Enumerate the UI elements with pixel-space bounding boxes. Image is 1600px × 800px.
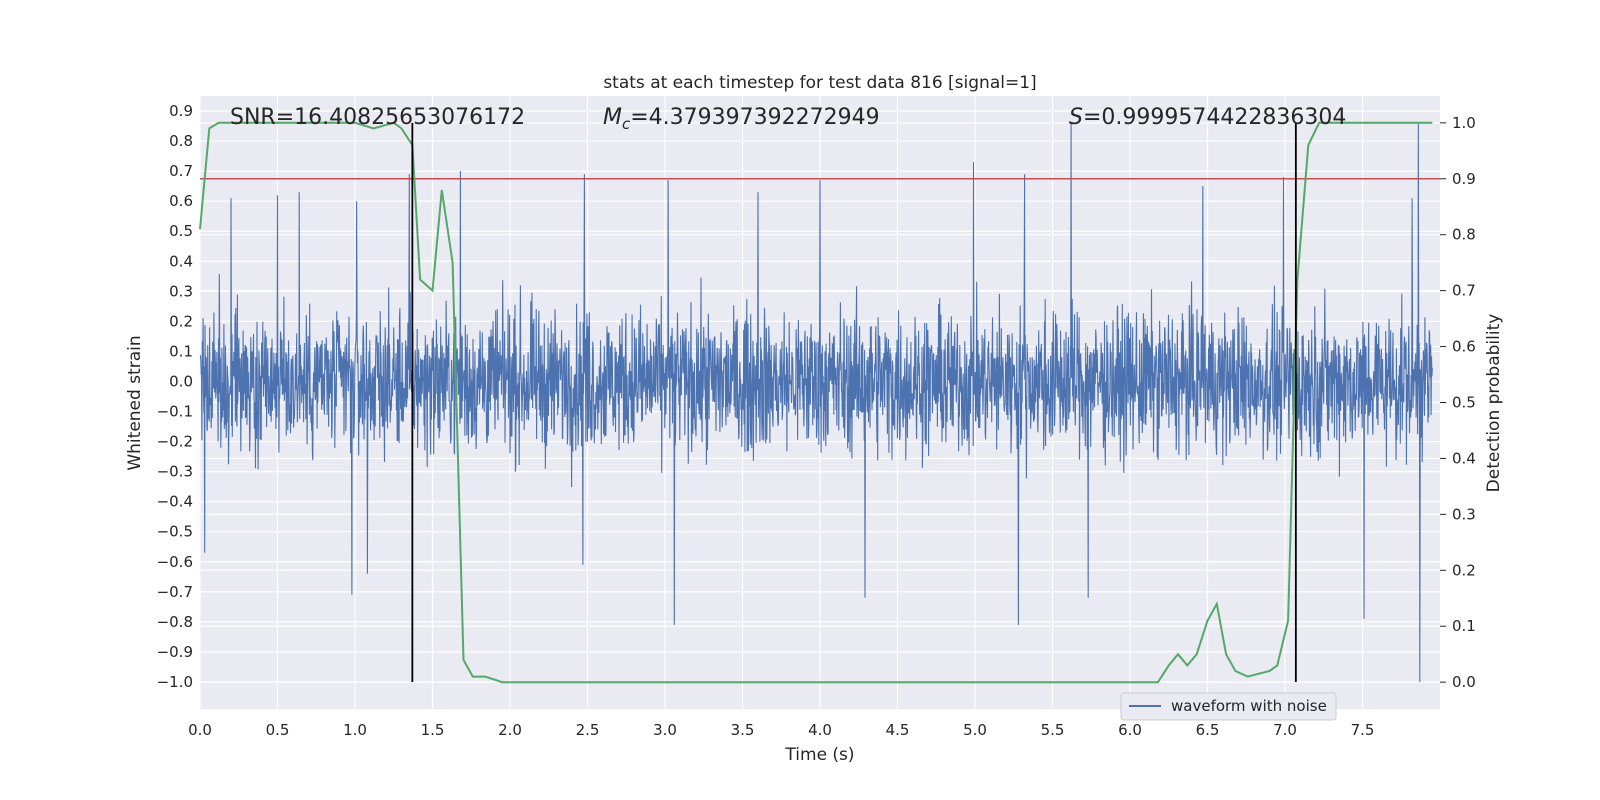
y-tick-label: 0.9 bbox=[169, 102, 193, 120]
x-tick-label: 5.5 bbox=[1041, 721, 1065, 739]
y-tick-label: −1.0 bbox=[157, 673, 193, 691]
x-tick-label: 1.5 bbox=[421, 721, 445, 739]
y-tick-label: 0.2 bbox=[169, 312, 193, 330]
y-tick-label: 0.8 bbox=[169, 132, 193, 150]
y2-tick-label: 0.3 bbox=[1452, 505, 1476, 523]
x-axis-ticks: 0.0 0.5 1.0 1.5 2.0 2.5 3.0 3.5 4.0 4.5 5.0 5.5 6.0 6… bbox=[188, 721, 1374, 739]
x-tick-label: 4.5 bbox=[886, 721, 910, 739]
x-tick-label: 6.0 bbox=[1118, 721, 1142, 739]
x-tick-label: 0.0 bbox=[188, 721, 212, 739]
legend-label: waveform with noise bbox=[1171, 697, 1327, 715]
y-tick-label: 0.7 bbox=[169, 162, 193, 180]
chart-title: stats at each timestep for test data 816… bbox=[603, 73, 1036, 93]
y-tick-label: 0.3 bbox=[169, 282, 193, 300]
y-tick-label: −0.4 bbox=[157, 493, 193, 511]
y-tick-label: 0.1 bbox=[169, 342, 193, 360]
x-tick-label: 1.0 bbox=[343, 721, 367, 739]
y2-tick-label: 0.6 bbox=[1452, 338, 1476, 356]
y-tick-label: −0.8 bbox=[157, 613, 193, 631]
x-tick-label: 2.0 bbox=[498, 721, 522, 739]
chirp-mass-symbol: M bbox=[603, 105, 622, 130]
detection-score-value: =0.9999574422836304 bbox=[1083, 105, 1346, 130]
y-tick-label: −0.9 bbox=[157, 643, 193, 661]
y-tick-label: −0.5 bbox=[157, 523, 193, 541]
chirp-mass-value: =4.379397392272949 bbox=[630, 105, 879, 130]
y2-tick-label: 0.5 bbox=[1452, 394, 1476, 412]
y2-axis-label: Detection probability bbox=[1484, 314, 1504, 493]
y-tick-label: 0.0 bbox=[169, 372, 193, 390]
x-tick-label: 3.5 bbox=[731, 721, 755, 739]
y-tick-label: −0.7 bbox=[157, 583, 193, 601]
waveform-line bbox=[199, 122, 1433, 683]
waveform-series bbox=[199, 122, 1433, 683]
y2-tick-label: 0.2 bbox=[1452, 561, 1476, 579]
detection-probability-line bbox=[199, 121, 1433, 684]
y2-tick-label: 0.8 bbox=[1452, 226, 1476, 244]
y2-tick-label: 0.0 bbox=[1452, 673, 1476, 691]
y2-tick-label: 1.0 bbox=[1452, 114, 1476, 132]
y-tick-label: 0.5 bbox=[169, 222, 193, 240]
y2-tick-label: 0.7 bbox=[1452, 282, 1476, 300]
x-tick-label: 7.5 bbox=[1351, 721, 1375, 739]
y-axis-ticks: 0.9 0.8 0.7 0.6 0.5 0.4 0.3 0.2 0.1 0.0 −0.1 −0.2 −0… bbox=[157, 102, 193, 691]
y-tick-label: −0.1 bbox=[157, 403, 193, 421]
x-tick-label: 5.0 bbox=[963, 721, 987, 739]
legend-box bbox=[1120, 692, 1337, 721]
legend: waveform with noise bbox=[1120, 692, 1337, 721]
x-tick-label: 6.5 bbox=[1196, 721, 1220, 739]
y2-tick-label: 0.9 bbox=[1452, 170, 1476, 188]
x-tick-label: 0.5 bbox=[266, 721, 290, 739]
x-axis-label: Time (s) bbox=[784, 745, 854, 765]
snr-annotation: SNR=16.40825653076172 bbox=[230, 105, 525, 130]
y-axis-label: Whitened strain bbox=[125, 335, 145, 470]
x-tick-label: 2.5 bbox=[576, 721, 600, 739]
detection-score-symbol: S bbox=[1069, 105, 1083, 130]
y2-tick-label: 0.4 bbox=[1452, 449, 1476, 467]
chirp-mass-annotation: Mc=4.379397392272949 bbox=[603, 105, 880, 133]
overlay-lines bbox=[199, 121, 1440, 684]
y2-axis-ticks: 1.0 0.9 0.8 0.7 0.6 0.5 0.4 0.3 0.2 0.1 0.0 bbox=[1440, 114, 1476, 691]
chirp-mass-subscript: c bbox=[622, 115, 631, 133]
detection-score-annotation: S=0.9999574422836304 bbox=[1069, 105, 1346, 130]
y-tick-label: −0.2 bbox=[157, 433, 193, 451]
x-tick-label: 3.0 bbox=[653, 721, 677, 739]
y-tick-label: 0.6 bbox=[169, 192, 193, 210]
x-tick-label: 7.0 bbox=[1273, 721, 1297, 739]
x-tick-label: 4.0 bbox=[808, 721, 832, 739]
y2-tick-label: 0.1 bbox=[1452, 617, 1476, 635]
y-tick-label: −0.3 bbox=[157, 463, 193, 481]
y-tick-label: 0.4 bbox=[169, 252, 193, 270]
y-tick-label: −0.6 bbox=[157, 553, 193, 571]
